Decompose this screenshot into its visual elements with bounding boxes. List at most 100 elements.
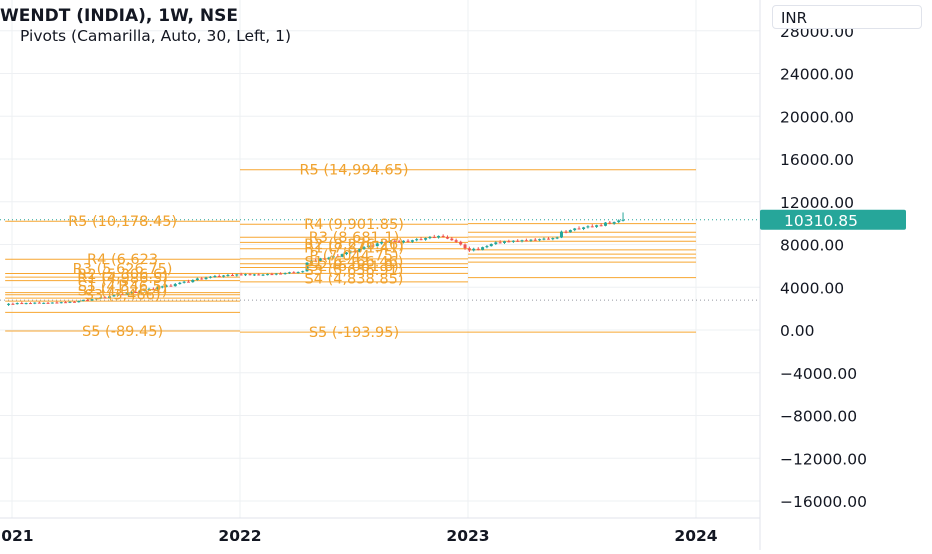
candle[interactable] <box>252 273 256 277</box>
candle[interactable] <box>7 303 11 306</box>
candle[interactable] <box>94 297 98 300</box>
candle[interactable] <box>502 240 506 244</box>
candle[interactable] <box>415 238 419 242</box>
candle[interactable] <box>235 273 239 277</box>
candle[interactable] <box>424 237 428 241</box>
candle[interactable] <box>564 230 568 234</box>
candle[interactable] <box>55 301 59 304</box>
candle[interactable] <box>344 251 348 256</box>
candle[interactable] <box>261 273 265 277</box>
candle[interactable] <box>173 282 177 287</box>
candle[interactable] <box>520 239 524 243</box>
candle[interactable] <box>353 249 357 253</box>
candle[interactable] <box>568 229 572 233</box>
candle[interactable] <box>485 245 489 249</box>
candle[interactable] <box>72 300 76 303</box>
candle[interactable] <box>64 301 68 304</box>
candle[interactable] <box>99 296 103 300</box>
candle[interactable] <box>542 237 546 241</box>
candle[interactable] <box>160 285 164 289</box>
candle[interactable] <box>283 272 287 275</box>
candle[interactable] <box>213 274 217 278</box>
candle[interactable] <box>397 239 401 243</box>
indicator-legend[interactable]: Pivots (Camarilla, Auto, 30, Left, 1) <box>20 27 292 45</box>
candle[interactable] <box>129 291 133 294</box>
candle[interactable] <box>134 290 138 293</box>
candle[interactable] <box>33 302 37 305</box>
candle[interactable] <box>546 237 550 240</box>
candle[interactable] <box>11 302 15 305</box>
candle[interactable] <box>182 280 186 284</box>
candle[interactable] <box>388 240 392 244</box>
candle[interactable] <box>559 230 563 239</box>
candle[interactable] <box>437 235 441 239</box>
candle[interactable] <box>59 301 63 304</box>
candle[interactable] <box>116 293 120 297</box>
candle[interactable] <box>147 287 151 291</box>
candle[interactable] <box>507 239 511 243</box>
candle[interactable] <box>204 276 208 280</box>
candle[interactable] <box>551 237 555 241</box>
candle[interactable] <box>165 284 169 288</box>
candle[interactable] <box>151 287 155 290</box>
candle[interactable] <box>279 272 283 275</box>
candle[interactable] <box>603 222 607 227</box>
candle[interactable] <box>85 299 89 302</box>
candle[interactable] <box>301 270 305 273</box>
candle[interactable] <box>125 292 129 296</box>
candle[interactable] <box>441 234 445 238</box>
candle[interactable] <box>393 238 397 242</box>
candle[interactable] <box>590 224 594 228</box>
candle[interactable] <box>77 300 81 303</box>
candle[interactable] <box>81 299 85 302</box>
candle[interactable] <box>208 276 212 279</box>
candle[interactable] <box>274 273 278 276</box>
candle[interactable] <box>195 277 199 281</box>
candle[interactable] <box>459 240 463 246</box>
candle[interactable] <box>28 302 32 305</box>
candle[interactable] <box>266 273 270 276</box>
candle[interactable] <box>410 239 414 243</box>
candle[interactable] <box>371 243 375 248</box>
candle[interactable] <box>362 246 366 250</box>
candle[interactable] <box>248 273 252 276</box>
candle[interactable] <box>340 253 344 258</box>
candle[interactable] <box>472 247 476 252</box>
candle[interactable] <box>349 250 353 254</box>
candle[interactable] <box>494 241 498 246</box>
candle[interactable] <box>243 273 247 277</box>
candle[interactable] <box>20 301 24 305</box>
candle[interactable] <box>15 302 19 305</box>
candle[interactable] <box>257 273 261 276</box>
candle[interactable] <box>200 277 204 280</box>
candle[interactable] <box>450 237 454 241</box>
candle[interactable] <box>577 226 581 230</box>
candle[interactable] <box>239 272 243 276</box>
candle[interactable] <box>46 301 50 304</box>
candle[interactable] <box>463 243 467 250</box>
candle[interactable] <box>90 298 94 301</box>
candle[interactable] <box>112 294 116 297</box>
candle[interactable] <box>432 234 436 239</box>
candle[interactable] <box>230 273 234 277</box>
candle[interactable] <box>103 296 107 299</box>
candle[interactable] <box>296 271 300 274</box>
currency-label[interactable]: INR <box>772 5 922 29</box>
candle[interactable] <box>156 286 160 290</box>
candle[interactable] <box>599 223 603 227</box>
candle[interactable] <box>217 274 221 278</box>
candle[interactable] <box>384 239 388 244</box>
candle[interactable] <box>366 244 370 249</box>
candle[interactable] <box>511 240 515 243</box>
candle[interactable] <box>108 295 112 299</box>
candle[interactable] <box>270 272 274 276</box>
candle[interactable] <box>24 302 28 305</box>
candle[interactable] <box>191 279 195 283</box>
candle[interactable] <box>406 239 410 243</box>
candle[interactable] <box>331 255 335 259</box>
candle[interactable] <box>292 271 296 274</box>
candle[interactable] <box>533 238 537 241</box>
candle[interactable] <box>37 301 41 304</box>
